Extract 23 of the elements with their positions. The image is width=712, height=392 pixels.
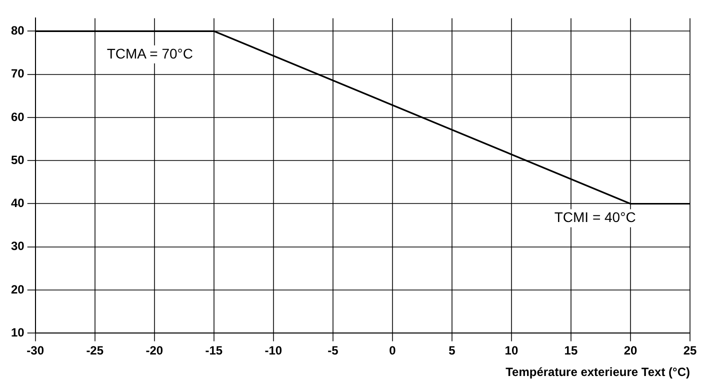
annotation: TCMA = 70°C [106,45,193,62]
y-tick-label: 80 [10,23,25,38]
x-tick-label: -10 [264,344,282,358]
x-tick-label: 20 [624,344,638,358]
x-tick-label: 0 [389,344,396,358]
y-tick-label: 20 [10,282,25,296]
annotation: TCMI = 40°C [554,209,636,226]
x-tick-label: 25 [683,344,697,358]
x-tick-label: 15 [564,344,578,358]
y-tick-label: 40 [10,196,25,210]
x-tick-label: -20 [146,344,164,358]
x-tick-label: -5 [328,344,339,358]
y-tick-label: 10 [10,326,25,340]
x-tick-label: 10 [504,344,518,358]
y-tick-label: 70 [10,66,25,81]
x-tick-label: -30 [26,344,44,358]
x-tick-label: -25 [86,344,104,358]
x-tick-label: 5 [448,344,456,358]
y-tick-label: 60 [10,110,25,124]
y-tick-label: 50 [10,152,25,167]
x-tick-label: -15 [205,344,223,358]
x-axis-title: Température exterieure Text (°C) [506,365,690,380]
y-tick-label: 30 [10,239,25,254]
